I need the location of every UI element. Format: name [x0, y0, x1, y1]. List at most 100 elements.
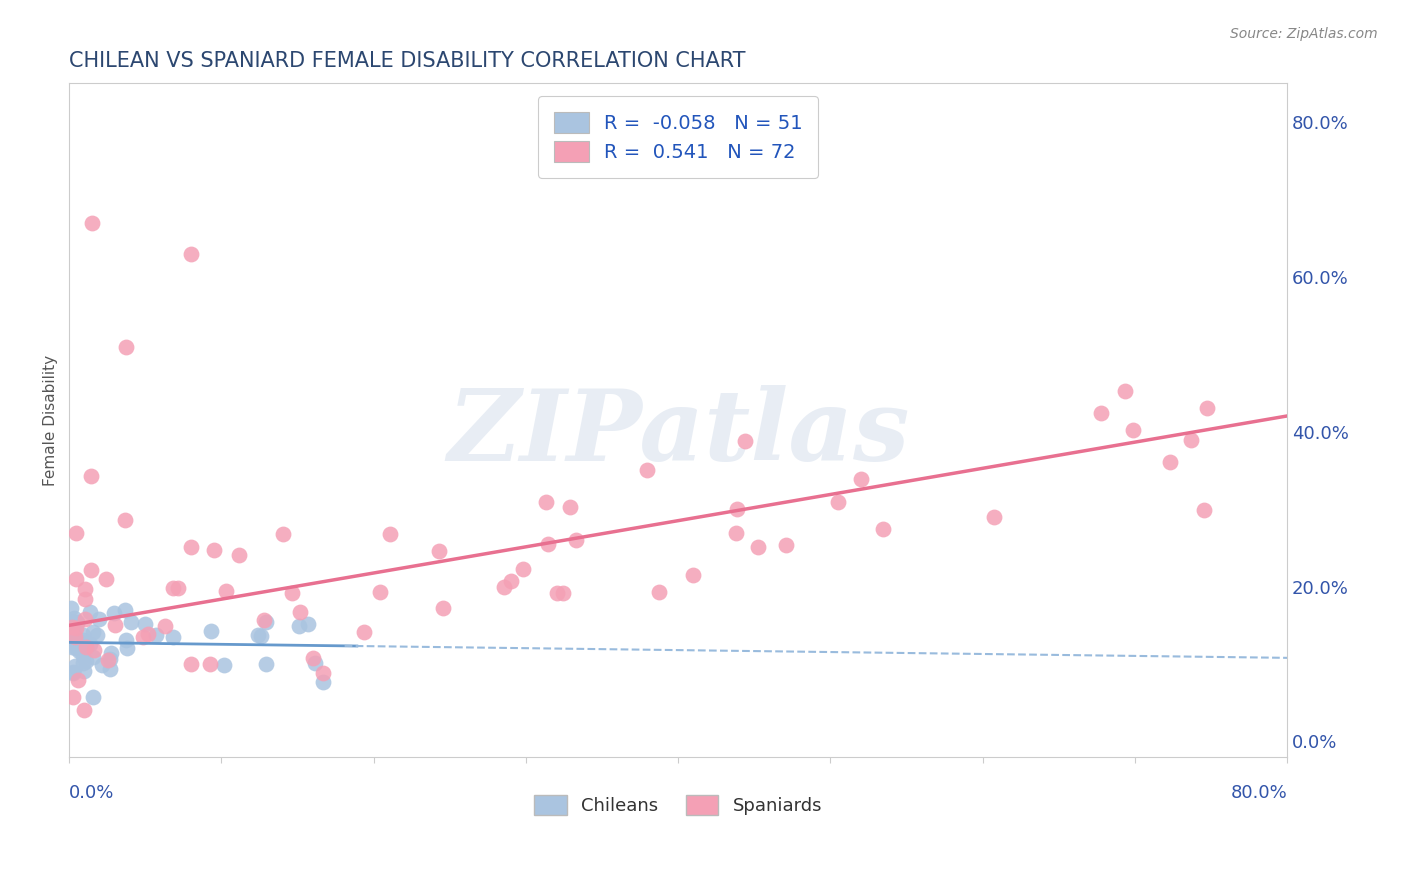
Point [1159, 455, 1181, 469]
Point [73, 636, 96, 650]
Point [80, 468, 103, 483]
Point [62, 665, 84, 679]
Point [98, 652, 121, 666]
Point [281, 586, 304, 600]
Point [73, 665, 96, 679]
Point [60, 620, 83, 634]
Point [62, 666, 84, 681]
Point [734, 434, 756, 448]
Point [72, 628, 94, 642]
Point [79, 637, 101, 651]
Point [536, 495, 558, 509]
Point [65, 525, 87, 540]
Point [103, 607, 125, 621]
Point [65, 572, 87, 586]
Point [249, 629, 271, 643]
Text: 0.0%: 0.0% [69, 784, 115, 802]
Point [100, 646, 122, 660]
Point [166, 582, 188, 596]
Point [75, 654, 97, 668]
Point [288, 619, 311, 633]
Point [725, 502, 748, 516]
Point [247, 628, 270, 642]
Text: CHILEAN VS SPANIARD FEMALE DISABILITY CORRELATION CHART: CHILEAN VS SPANIARD FEMALE DISABILITY CO… [69, 51, 745, 70]
Point [73, 704, 96, 718]
Point [82, 216, 104, 230]
Point [271, 527, 294, 541]
Point [80, 564, 103, 578]
Point [180, 540, 202, 554]
Point [378, 527, 401, 541]
Point [155, 619, 177, 633]
Point [312, 674, 335, 689]
Point [180, 246, 202, 260]
Point [983, 510, 1005, 524]
Point [512, 562, 534, 576]
Point [558, 500, 581, 514]
Point [849, 472, 872, 486]
Point [747, 540, 769, 554]
Text: Source: ZipAtlas.com: Source: ZipAtlas.com [1230, 27, 1378, 41]
Point [492, 580, 515, 594]
Point [114, 603, 136, 617]
Point [162, 581, 184, 595]
Point [202, 543, 225, 558]
Point [682, 568, 704, 582]
Point [73, 611, 96, 625]
Point [215, 583, 238, 598]
Point [537, 537, 560, 551]
Point [301, 651, 323, 665]
Point [1114, 384, 1136, 399]
Point [83, 642, 105, 657]
Point [62, 615, 84, 629]
Point [1090, 406, 1112, 420]
Point [636, 463, 658, 477]
Point [63, 611, 86, 625]
Point [63, 658, 86, 673]
Point [368, 585, 391, 599]
Point [65, 641, 87, 656]
Point [212, 658, 235, 673]
Point [82, 649, 104, 664]
Point [60, 640, 83, 654]
Y-axis label: Female Disability: Female Disability [44, 355, 58, 486]
Point [89, 612, 111, 626]
Point [82, 690, 104, 704]
Point [72, 633, 94, 648]
Point [73, 637, 96, 651]
Point [79, 605, 101, 619]
Point [59, 635, 82, 649]
Point [546, 585, 568, 599]
Point [1180, 433, 1202, 447]
Point [62, 615, 84, 629]
Point [73, 591, 96, 606]
Point [499, 574, 522, 589]
Point [63, 630, 86, 644]
Point [65, 621, 87, 635]
Point [115, 640, 138, 655]
Point [66, 673, 89, 688]
Point [648, 585, 671, 599]
Point [200, 624, 222, 638]
Point [253, 613, 276, 627]
Point [66, 615, 89, 630]
Text: ZIPatlas: ZIPatlas [447, 385, 910, 482]
Point [67, 644, 90, 658]
Point [120, 615, 142, 629]
Point [73, 582, 96, 596]
Point [59, 629, 82, 643]
Point [72, 648, 94, 663]
Point [114, 632, 136, 647]
Point [59, 601, 82, 615]
Point [98, 662, 121, 676]
Point [66, 615, 89, 630]
Point [91, 657, 114, 672]
Point [254, 657, 277, 671]
Point [86, 627, 108, 641]
Point [551, 586, 574, 600]
Legend: Chileans, Spaniards: Chileans, Spaniards [527, 788, 830, 822]
Text: 80.0%: 80.0% [1230, 784, 1286, 802]
Point [72, 656, 94, 670]
Point [565, 533, 588, 547]
Point [114, 340, 136, 354]
